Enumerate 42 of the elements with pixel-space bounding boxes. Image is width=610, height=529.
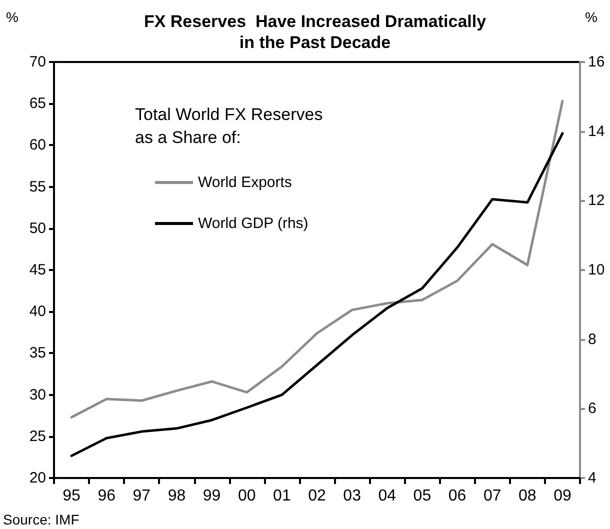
x-tick-label: 01: [273, 488, 291, 504]
x-tick-label: 95: [62, 488, 81, 504]
line-series: [70, 132, 564, 458]
x-tick-label: 07: [483, 488, 502, 504]
x-tick-label: 98: [168, 488, 186, 504]
y2-tick-label: 6: [588, 400, 596, 418]
chart-title: FX Reserves Have Increased Dramatically in the Past Decade: [144, 12, 487, 52]
line-series: [70, 100, 564, 419]
y-tick-label: 35: [29, 344, 46, 362]
annotation: Total World FX Reserves as a Share of:: [135, 105, 323, 147]
y2-axis-title: %: [585, 9, 598, 25]
x-tick-label: 08: [518, 488, 536, 504]
y-tick-label: 65: [29, 95, 46, 112]
x-tick-label: 97: [132, 488, 151, 504]
x-tick-label: 02: [308, 488, 326, 504]
x-tick-label: 05: [413, 488, 432, 504]
legend-label: World Exports: [198, 174, 292, 191]
y-tick-label: 40: [29, 303, 46, 320]
y2-tick-label: 14: [588, 122, 605, 140]
y-tick-label: 30: [29, 386, 46, 404]
x-tick-label: 04: [378, 488, 396, 504]
x-tick-label: 00: [238, 488, 256, 504]
y-tick-label: 25: [29, 428, 46, 445]
x-tick-label: 03: [343, 488, 362, 504]
legend-label: World GDP (rhs): [198, 215, 308, 232]
y-tick-label: 50: [29, 220, 46, 237]
y-tick-label: 45: [29, 262, 46, 278]
y-axis-title: %: [6, 9, 18, 25]
y-tick-label: 55: [29, 178, 46, 196]
y2-tick-label: 8: [588, 330, 596, 348]
y2-tick-label: 12: [588, 192, 605, 210]
x-tick-label: 06: [448, 488, 466, 504]
y2-tick-label: 4: [588, 470, 596, 486]
y2-tick-label: 16: [588, 54, 605, 70]
x-tick-label: 09: [554, 488, 572, 504]
y-tick-label: 70: [29, 54, 46, 70]
y2-tick-label: 10: [588, 262, 605, 278]
source-note: Source: IMF: [3, 512, 80, 528]
x-tick-label: 99: [202, 488, 221, 504]
y-tick-label: 60: [29, 136, 46, 154]
x-tick-label: 96: [98, 488, 116, 504]
y-tick-label: 20: [29, 470, 46, 486]
